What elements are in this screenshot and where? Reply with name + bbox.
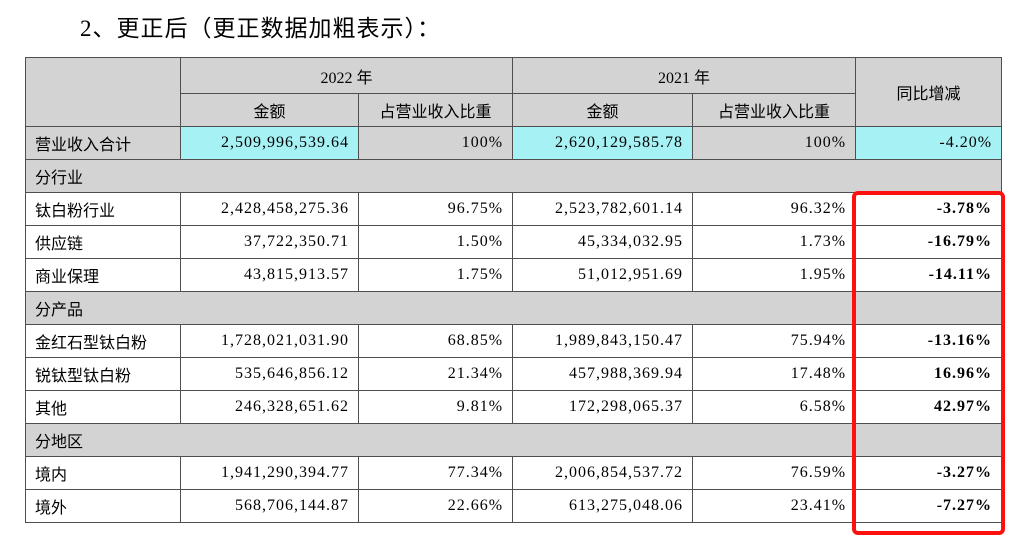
page-title: 2、更正后（更正数据加粗表示）： xyxy=(80,16,441,41)
yoy-cell: 42.97% xyxy=(855,390,1003,424)
table-row: 锐钛型钛白粉 535,646,856.12 21.34% 457,988,369… xyxy=(25,357,1003,391)
col-group-2021: 2021 年 xyxy=(512,57,857,94)
table-row: 境外 568,706,144.87 22.66% 613,275,048.06 … xyxy=(25,489,1003,523)
col-header-yoy: 同比增减 xyxy=(855,57,1003,127)
section-row-industry: 分行业 xyxy=(24,159,1003,193)
col-header-2022-ratio: 占营业收入比重 xyxy=(357,93,514,127)
amount-2022-cell: 2,428,458,275.36 xyxy=(180,192,359,226)
ratio-2022-cell: 77.34% xyxy=(357,456,514,490)
section-row-region: 分地区 xyxy=(24,423,1003,457)
amount-2021-cell: 457,988,369.94 xyxy=(512,357,694,391)
amount-2021-cell: 1,989,843,150.47 xyxy=(512,324,694,358)
yoy-cell: -3.78% xyxy=(855,192,1003,226)
table-row: 金红石型钛白粉 1,728,021,031.90 68.85% 1,989,84… xyxy=(25,324,1003,358)
yoy-cell: -4.20% xyxy=(855,126,1003,160)
section-label: 分地区 xyxy=(24,423,1003,457)
row-label: 钛白粉行业 xyxy=(25,192,181,226)
row-label: 其他 xyxy=(25,390,181,424)
ratio-2022-cell: 22.66% xyxy=(357,489,514,523)
row-label: 供应链 xyxy=(25,225,181,259)
ratio-2021-cell: 1.95% xyxy=(692,258,857,292)
table-row: 供应链 37,722,350.71 1.50% 45,334,032.95 1.… xyxy=(25,225,1003,259)
amount-2022-cell: 246,328,651.62 xyxy=(180,390,359,424)
ratio-2022-cell: 96.75% xyxy=(357,192,514,226)
section-label: 分行业 xyxy=(24,159,1003,193)
amount-2021-cell: 613,275,048.06 xyxy=(512,489,694,523)
table-row: 钛白粉行业 2,428,458,275.36 96.75% 2,523,782,… xyxy=(25,192,1003,226)
ratio-2021-cell: 96.32% xyxy=(692,192,857,226)
amount-2021-cell: 2,523,782,601.14 xyxy=(512,192,694,226)
corner-blank-cell xyxy=(25,57,181,127)
amount-2021-cell: 2,006,854,537.72 xyxy=(512,456,694,490)
amount-2021-cell: 51,012,951.69 xyxy=(512,258,694,292)
yoy-cell: -7.27% xyxy=(855,489,1003,523)
section-row-product: 分产品 xyxy=(24,291,1003,325)
ratio-2021-cell: 6.58% xyxy=(692,390,857,424)
row-label: 锐钛型钛白粉 xyxy=(25,357,181,391)
ratio-2022-cell: 100% xyxy=(357,126,514,160)
yoy-cell: -3.27% xyxy=(855,456,1003,490)
yoy-cell: -16.79% xyxy=(855,225,1003,259)
yoy-cell: -14.11% xyxy=(855,258,1003,292)
yoy-cell: 16.96% xyxy=(855,357,1003,391)
ratio-2022-cell: 9.81% xyxy=(357,390,514,424)
amount-2021-cell: 45,334,032.95 xyxy=(512,225,694,259)
col-group-2022: 2022 年 xyxy=(179,57,514,94)
ratio-2022-cell: 21.34% xyxy=(357,357,514,391)
amount-2022-cell: 2,509,996,539.64 xyxy=(180,126,359,160)
row-label: 商业保理 xyxy=(25,258,181,292)
row-label: 金红石型钛白粉 xyxy=(25,324,181,358)
table-row: 其他 246,328,651.62 9.81% 172,298,065.37 6… xyxy=(25,390,1003,424)
amount-2022-cell: 568,706,144.87 xyxy=(180,489,359,523)
yoy-cell: -13.16% xyxy=(855,324,1003,358)
col-header-2021-amount: 金额 xyxy=(512,93,694,127)
amount-2022-cell: 43,815,913.57 xyxy=(180,258,359,292)
ratio-2021-cell: 76.59% xyxy=(692,456,857,490)
col-header-2022-amount: 金额 xyxy=(180,93,359,127)
ratio-2021-cell: 1.73% xyxy=(692,225,857,259)
row-label: 境外 xyxy=(25,489,181,523)
amount-2022-cell: 1,728,021,031.90 xyxy=(180,324,359,358)
ratio-2021-cell: 75.94% xyxy=(692,324,857,358)
revenue-table: 2022 年 2021 年 同比增减 金额 占营业收入比重 金额 占营业收入比重… xyxy=(24,57,1003,523)
amount-2022-cell: 1,941,290,394.77 xyxy=(180,456,359,490)
row-label: 营业收入合计 xyxy=(25,126,181,160)
ratio-2021-cell: 23.41% xyxy=(692,489,857,523)
row-label: 境内 xyxy=(25,456,181,490)
table-row: 境内 1,941,290,394.77 77.34% 2,006,854,537… xyxy=(25,456,1003,490)
ratio-2022-cell: 68.85% xyxy=(357,324,514,358)
ratio-2022-cell: 1.50% xyxy=(357,225,514,259)
ratio-2021-cell: 100% xyxy=(692,126,857,160)
col-header-2021-ratio: 占营业收入比重 xyxy=(692,93,857,127)
amount-2022-cell: 535,646,856.12 xyxy=(180,357,359,391)
ratio-2021-cell: 17.48% xyxy=(692,357,857,391)
table-row-total: 营业收入合计 2,509,996,539.64 100% 2,620,129,5… xyxy=(25,126,1003,160)
section-label: 分产品 xyxy=(24,291,1003,325)
amount-2021-cell: 2,620,129,585.78 xyxy=(512,126,694,160)
table-row: 商业保理 43,815,913.57 1.75% 51,012,951.69 1… xyxy=(25,258,1003,292)
amount-2022-cell: 37,722,350.71 xyxy=(180,225,359,259)
amount-2021-cell: 172,298,065.37 xyxy=(512,390,694,424)
ratio-2022-cell: 1.75% xyxy=(357,258,514,292)
